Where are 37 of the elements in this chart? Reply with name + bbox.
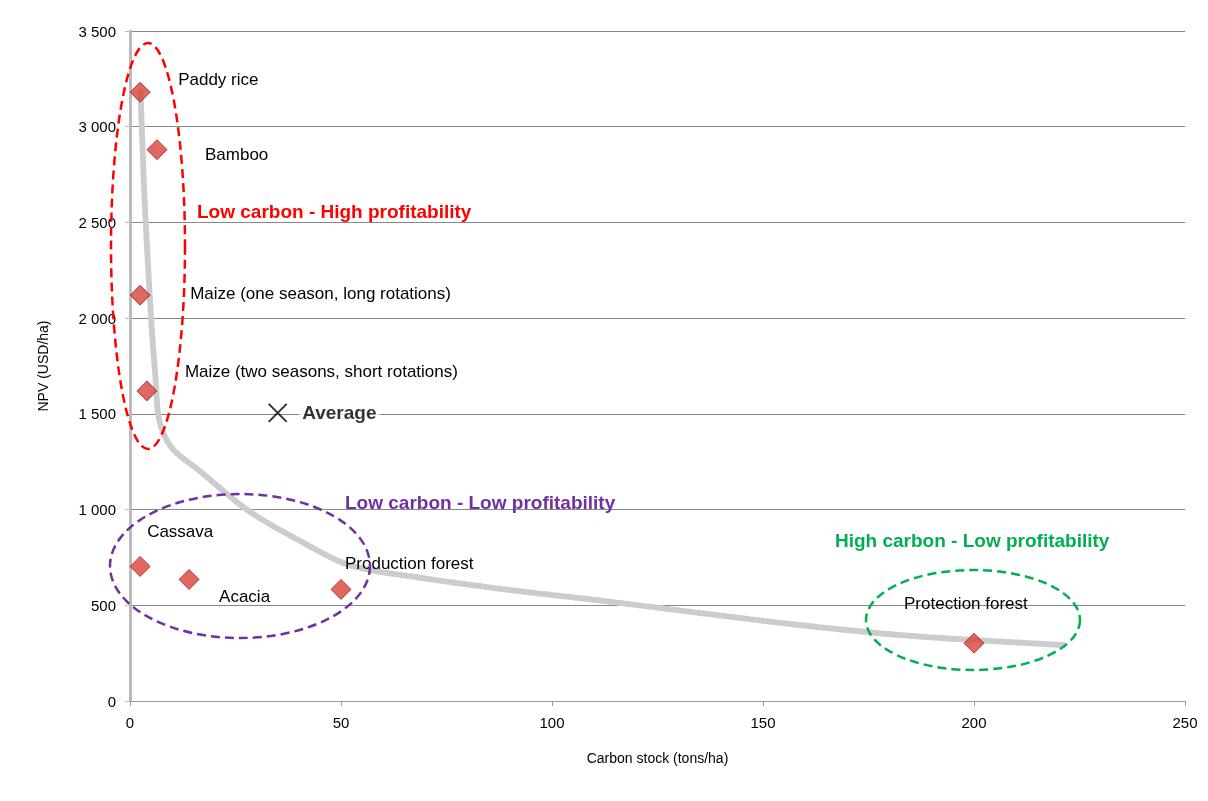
x-tick-label: 0 (125, 714, 135, 731)
point (129, 555, 151, 577)
y-tick-label: 1 000 (78, 501, 116, 519)
y-tick-label: 0 (107, 692, 116, 710)
annotation: High carbon - Low profitability (835, 529, 1110, 551)
annotation: Acacia (219, 586, 271, 606)
series-label: Average (302, 402, 377, 424)
point (136, 380, 158, 402)
annotation: Maize (two seasons, short rotations) (184, 362, 458, 382)
y-tick-label: 2 500 (78, 213, 116, 231)
point (129, 81, 151, 103)
point (330, 578, 352, 600)
x-tick-label: 100 (539, 714, 565, 731)
annotation: Cassava (147, 521, 214, 541)
point (129, 284, 151, 306)
x-tick-label: 250 (1172, 714, 1198, 731)
annotation: Maize (one season, long rotations) (190, 283, 451, 303)
annotation: Protection forest (904, 593, 1029, 613)
point (963, 632, 985, 654)
point (146, 139, 168, 161)
point (178, 568, 200, 590)
y-axis-title: NPV (USD/ha) (35, 320, 51, 412)
annotation: Low carbon - Low profitability (345, 491, 616, 513)
x-tick-label: 50 (332, 714, 350, 731)
annotation: Paddy rice (178, 69, 259, 89)
x-tick-label: 200 (961, 714, 987, 731)
y-tick-label: 3 000 (78, 118, 116, 136)
y-tick-label: 500 (90, 596, 116, 614)
y-tick-label: 3 500 (78, 22, 116, 40)
y-tick-label: 2 000 (78, 309, 116, 327)
x-axis-title: Carbon stock (tons/ha) (586, 750, 729, 766)
x-tick-label: 150 (750, 714, 776, 731)
y-tick-label: 1 500 (78, 405, 116, 423)
point (267, 402, 288, 423)
annotation: Bamboo (205, 145, 269, 165)
annotation: Low carbon - High profitability (197, 200, 472, 222)
annotation: Production forest (345, 553, 474, 573)
